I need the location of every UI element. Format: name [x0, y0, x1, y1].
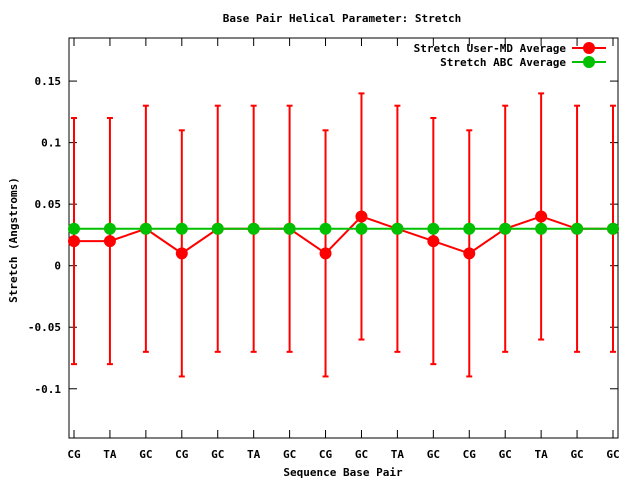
x-tick-label: GC [606, 448, 619, 461]
y-tick-label: 0.15 [35, 75, 62, 88]
x-tick-label: CG [463, 448, 477, 461]
axis-ticks: -0.1 -0.05 0 0.05 0.1 0.15 CG TA GC CG GC TA GC CG GC T… [28, 38, 620, 461]
series-layer [68, 92, 619, 378]
data-point [427, 222, 440, 235]
data-point [571, 222, 584, 235]
y-tick-label: -0.05 [28, 321, 61, 334]
x-tick-label: GC [427, 448, 440, 461]
data-point [391, 222, 404, 235]
x-tick-label: CG [319, 448, 333, 461]
x-tick-label: GC [211, 448, 224, 461]
legend-marker [583, 56, 595, 68]
x-tick-label: GC [283, 448, 296, 461]
data-point [463, 222, 476, 235]
data-point [427, 235, 440, 248]
series-user-md-average [68, 92, 619, 378]
data-point [355, 210, 368, 223]
y-tick-label: 0 [54, 260, 61, 273]
x-tick-label: GC [570, 448, 583, 461]
data-point [68, 222, 80, 235]
x-tick-label: TA [391, 448, 405, 461]
data-point [535, 210, 548, 223]
data-point [175, 222, 188, 235]
series-line [74, 215, 613, 255]
chart-title: Base Pair Helical Parameter: Stretch [223, 12, 461, 25]
y-tick-label: 0.1 [41, 137, 61, 150]
data-point [247, 222, 260, 235]
x-tick-label: GC [355, 448, 368, 461]
x-tick-label: GC [499, 448, 512, 461]
data-point [283, 222, 296, 235]
legend-marker [583, 42, 595, 54]
data-point [139, 222, 152, 235]
data-point [535, 222, 548, 235]
series-abc-average [68, 222, 619, 235]
x-tick-label: TA [535, 448, 549, 461]
data-point [607, 222, 619, 235]
data-point [175, 247, 188, 260]
legend-label: Stretch User-MD Average [414, 42, 567, 55]
y-axis-label: Stretch (Angstroms) [7, 177, 20, 303]
x-tick-label: TA [247, 448, 261, 461]
data-point [68, 235, 80, 248]
data-point [499, 222, 512, 235]
x-tick-label: CG [67, 448, 81, 461]
data-point [211, 222, 224, 235]
x-tick-label: TA [103, 448, 117, 461]
legend-label: Stretch ABC Average [440, 56, 566, 69]
data-point [103, 222, 116, 235]
y-tick-label: 0.05 [35, 198, 62, 211]
data-point [319, 222, 332, 235]
y-tick-label: -0.1 [35, 383, 62, 396]
data-point [319, 247, 332, 260]
data-point [355, 222, 368, 235]
x-axis-label: Sequence Base Pair [283, 466, 403, 479]
data-point [463, 247, 476, 260]
x-tick-label: GC [139, 448, 152, 461]
data-point [103, 235, 116, 248]
plot-frame [68, 37, 619, 439]
x-tick-label: CG [175, 448, 189, 461]
